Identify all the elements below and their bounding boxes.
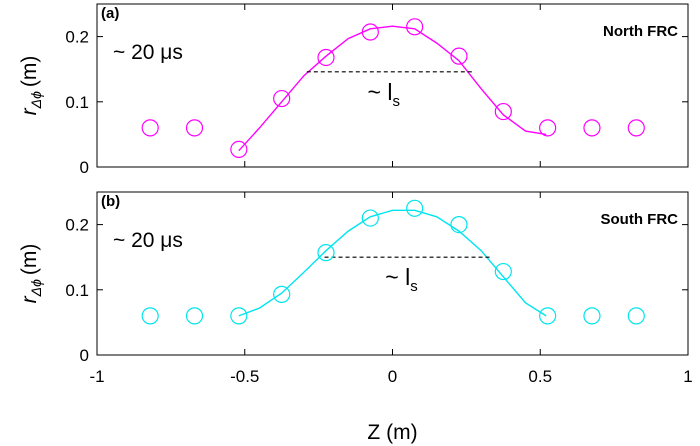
panel-north-frc: 0 0.1 0.2 (a) North FRC ~ 20 μs ~ ls rΔϕ (m) <box>18 3 689 177</box>
data-point <box>539 307 557 325</box>
data-point <box>317 244 335 262</box>
y-axis-label-main: r <box>18 295 41 303</box>
data-point <box>273 285 291 303</box>
y-tick-label: 0.1 <box>65 93 89 112</box>
time-label: ~ 20 μs <box>113 229 183 252</box>
panel-south-frc: 0 0.1 0.2 -1 -0.5 0 0.5 1 (b) South FRC ~ 20 μs ~ l… <box>18 191 693 444</box>
y-axis-label: rΔϕ (m) <box>18 56 44 116</box>
data-point <box>627 307 645 325</box>
data-point <box>494 262 512 281</box>
time-label: ~ 20 μs <box>113 41 183 64</box>
y-axis-label-sub: Δϕ <box>28 91 44 109</box>
panel-title: North FRC <box>603 23 678 40</box>
y-axis-label-unit: (m) <box>18 244 41 275</box>
y-axis-label-main: r <box>18 107 41 115</box>
data-point <box>185 119 204 137</box>
data-point <box>583 119 601 137</box>
data-point <box>539 119 557 137</box>
panel-tag: (b) <box>101 193 120 210</box>
y-tick-label: 0.2 <box>65 28 89 47</box>
y-axis-label: rΔϕ (m) <box>18 244 44 304</box>
data-point <box>230 307 248 325</box>
data-point <box>583 307 601 325</box>
axes-box <box>96 3 689 168</box>
ls-annotation: ~ ls <box>368 79 400 110</box>
y-tick-label: 0 <box>80 346 89 365</box>
data-point <box>317 48 335 67</box>
x-tick-label: 1 <box>683 367 692 386</box>
x-tick-label: -0.5 <box>230 367 259 386</box>
data-point <box>494 102 512 121</box>
data-point <box>627 119 645 137</box>
data-point <box>273 89 291 108</box>
y-axis-label-sub: Δϕ <box>28 279 44 297</box>
data-point <box>450 47 468 65</box>
x-axis-label: Z (m) <box>367 421 417 444</box>
y-tick-label: 0.1 <box>65 281 89 300</box>
data-point <box>141 307 159 325</box>
fit-curve <box>238 25 547 152</box>
ls-annotation-sub: s <box>392 93 400 110</box>
data-point <box>361 23 379 41</box>
data-point <box>361 209 379 227</box>
x-tick-label: 0.5 <box>528 367 552 386</box>
panel-tag: (a) <box>101 5 119 22</box>
ls-annotation-sub: s <box>410 278 418 295</box>
fit-curve <box>238 209 547 317</box>
y-tick-label: 0.2 <box>65 216 89 235</box>
data-point <box>185 307 204 325</box>
panel-title: South FRC <box>601 211 679 228</box>
y-tick-label: 0 <box>80 158 89 177</box>
ls-annotation: ~ ls <box>385 264 417 295</box>
data-point <box>230 140 248 158</box>
x-tick-label: 0 <box>388 367 397 386</box>
x-tick-label: -1 <box>89 367 104 386</box>
data-point <box>450 216 468 234</box>
data-point <box>406 18 424 36</box>
data-point <box>141 119 159 137</box>
y-axis-label-unit: (m) <box>18 56 41 87</box>
data-point <box>406 199 424 217</box>
